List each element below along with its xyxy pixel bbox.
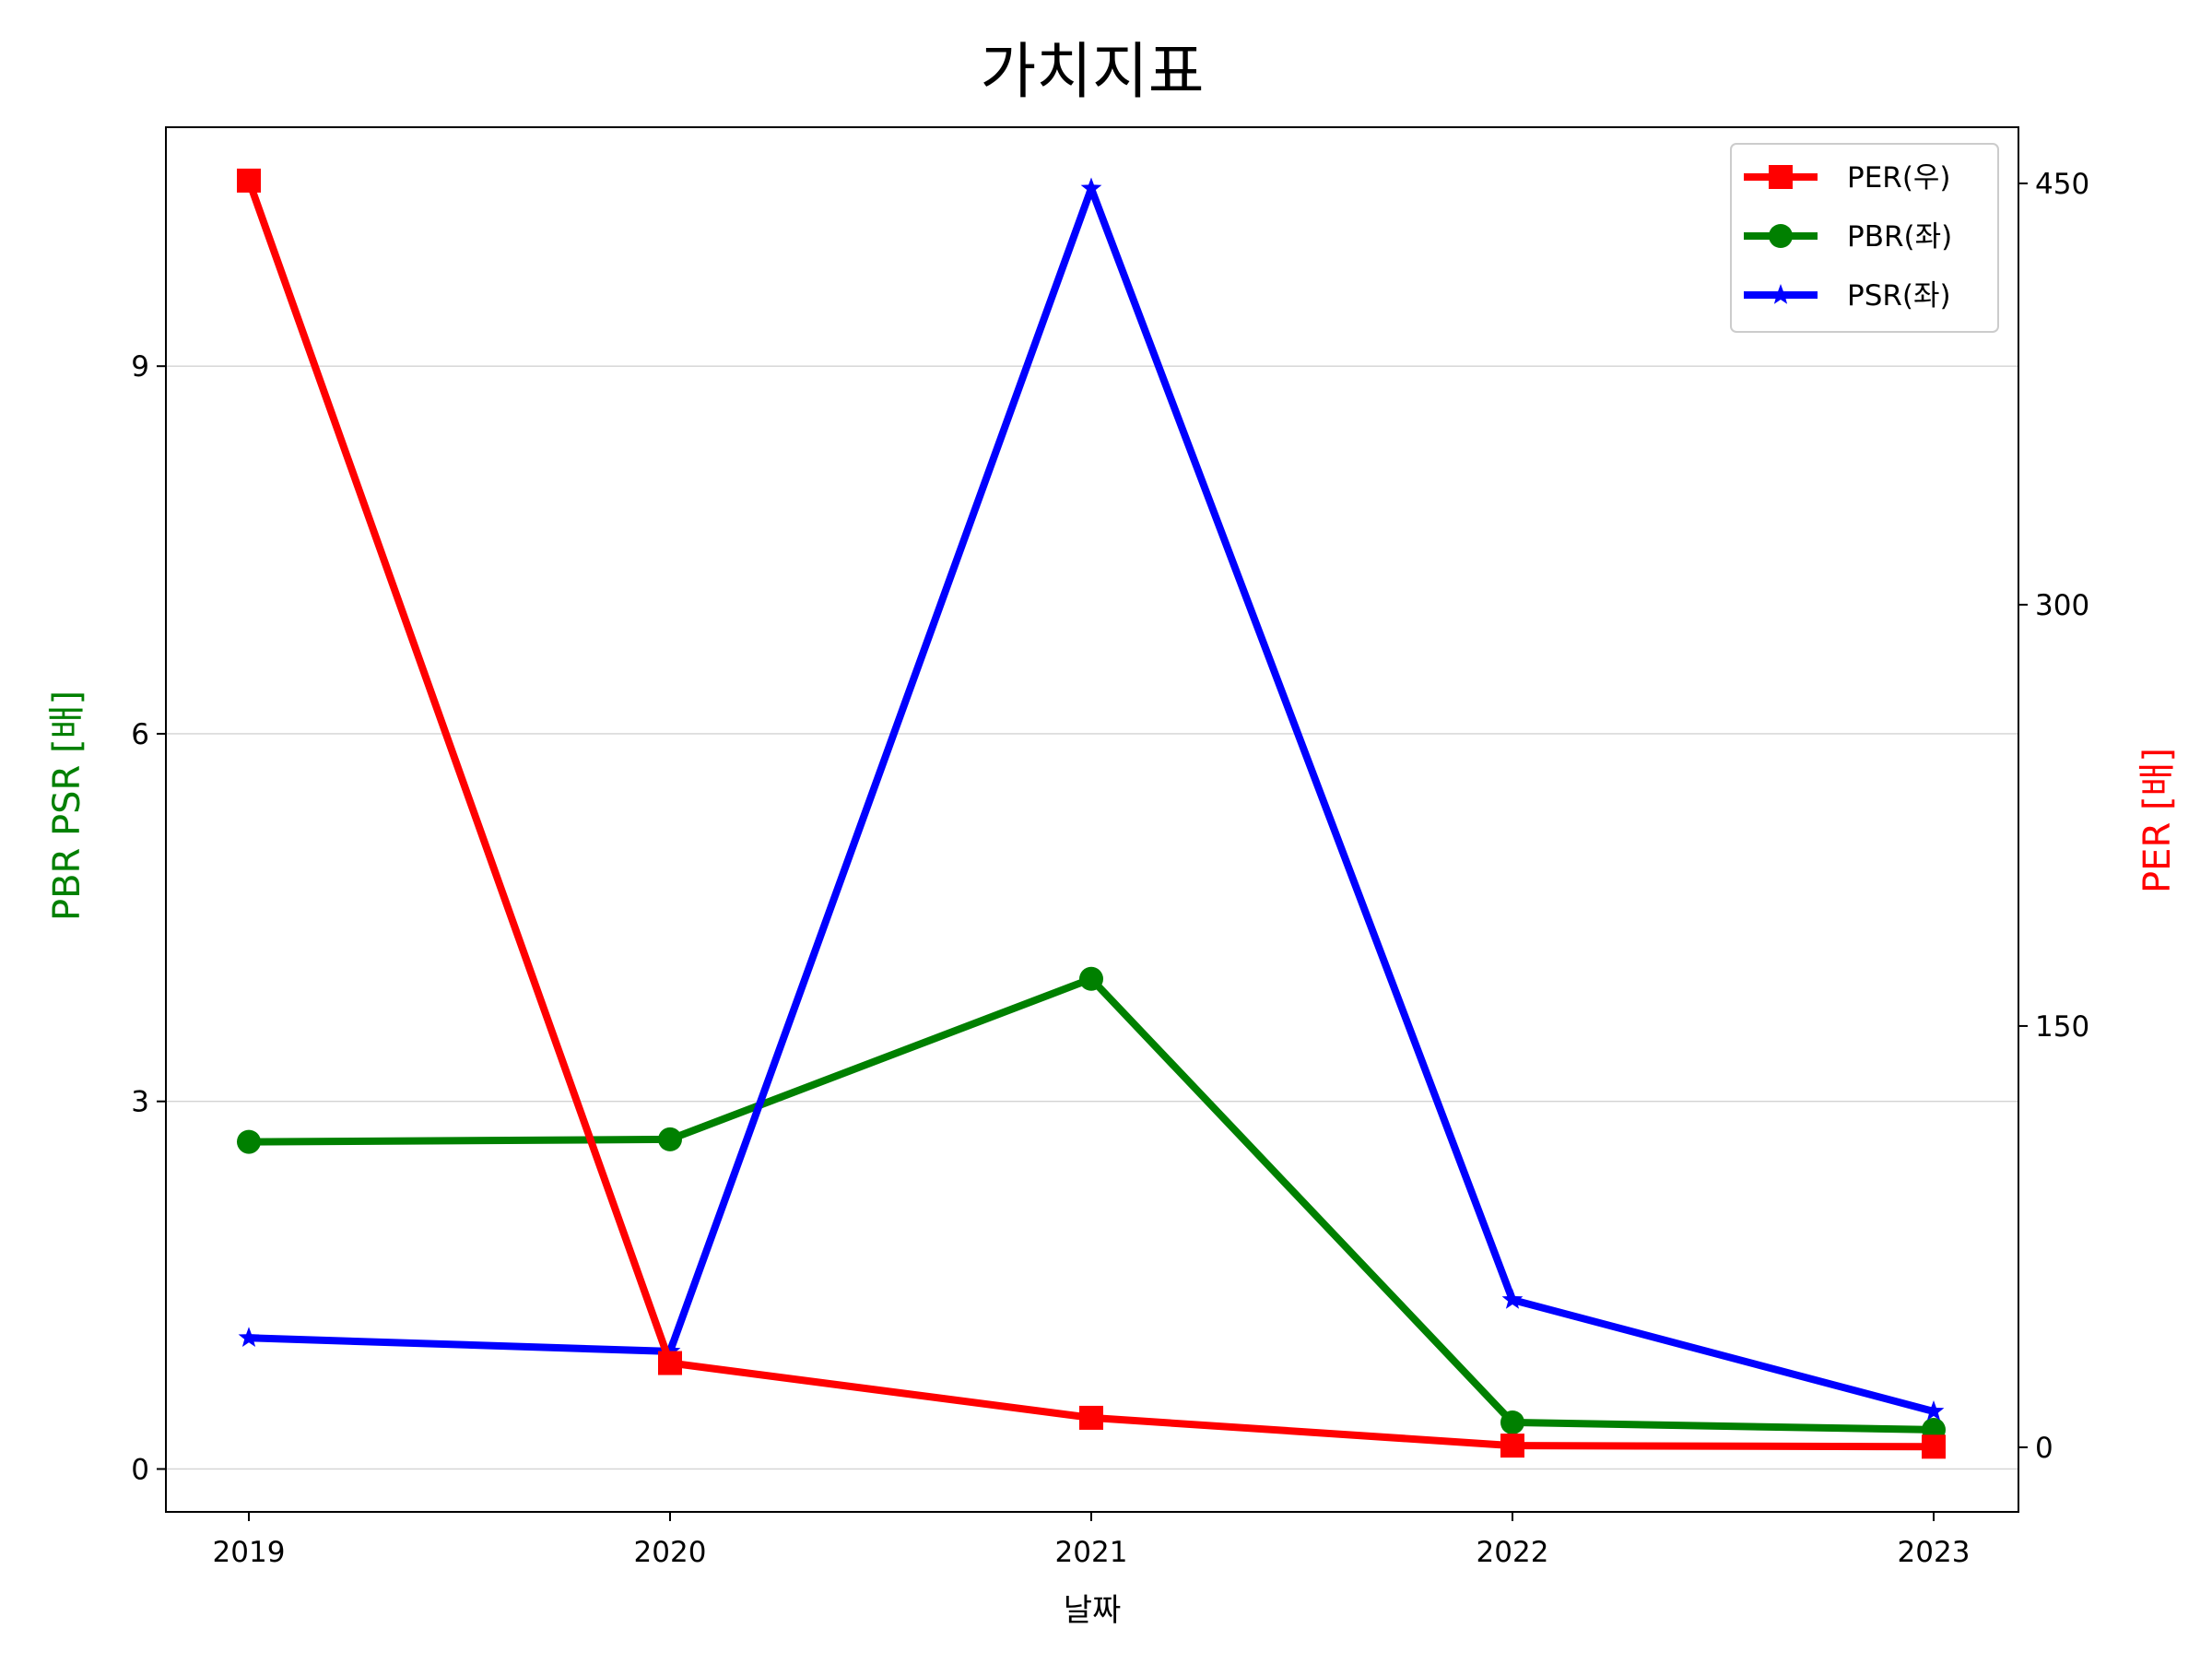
legend-label-psr: PSR(좌) <box>1847 279 1951 313</box>
data-point-per <box>1079 1405 1103 1430</box>
series-layer <box>237 168 1946 1459</box>
data-point-psr <box>659 1339 681 1361</box>
data-point-per <box>1500 1434 1524 1458</box>
y-left-tick-label: 3 <box>131 1086 149 1119</box>
legend-label-pbr: PBR(좌) <box>1847 220 1952 254</box>
legend-marker-pbr <box>1769 224 1793 248</box>
legend-marker-psr <box>1770 284 1792 304</box>
y-left-tick-label: 0 <box>131 1453 149 1486</box>
axes-layer: 0 3 6 9 0 150 300 450 2019 2020 2021 2022 2023 <box>131 168 2089 1569</box>
data-point-psr <box>1501 1289 1524 1309</box>
y-right-tick-label: 0 <box>2035 1432 2053 1465</box>
data-point-per <box>658 1351 682 1375</box>
legend: PER(우) PBR(좌) PSR(좌) <box>1730 143 1999 333</box>
data-point-per <box>237 168 261 193</box>
y-axis-right-label: PER [배] <box>2136 748 2179 893</box>
chart-title: 가치지표 <box>981 36 1205 107</box>
legend-box <box>1730 143 1999 333</box>
data-point-psr <box>238 1327 260 1347</box>
y-left-tick-label: 6 <box>131 718 149 751</box>
data-point-psr <box>1923 1400 1945 1421</box>
x-tick-label: 2021 <box>1055 1536 1128 1569</box>
data-point-pbr <box>658 1127 682 1151</box>
y-right-tick-label: 300 <box>2035 589 2089 622</box>
data-point-psr <box>1080 177 1102 198</box>
legend-marker-per <box>1769 165 1793 189</box>
legend-label-per: PER(우) <box>1847 161 1951 195</box>
x-tick-label: 2022 <box>1477 1536 1549 1569</box>
data-point-pbr <box>1079 966 1103 991</box>
data-point-pbr <box>1500 1410 1524 1434</box>
x-tick-label: 2023 <box>1898 1536 1971 1569</box>
x-axis-label: 날짜 <box>1064 1592 1122 1629</box>
x-tick-label: 2020 <box>634 1536 707 1569</box>
y-right-tick-label: 150 <box>2035 1010 2089 1044</box>
y-right-tick-label: 450 <box>2035 168 2089 201</box>
data-point-pbr <box>237 1129 261 1154</box>
data-point-per <box>1922 1434 1946 1459</box>
y-axis-left-label: PBR PSR [배] <box>46 690 88 921</box>
x-tick-label: 2019 <box>213 1536 286 1569</box>
grid-layer <box>166 365 2018 1470</box>
y-left-tick-label: 9 <box>131 350 149 384</box>
